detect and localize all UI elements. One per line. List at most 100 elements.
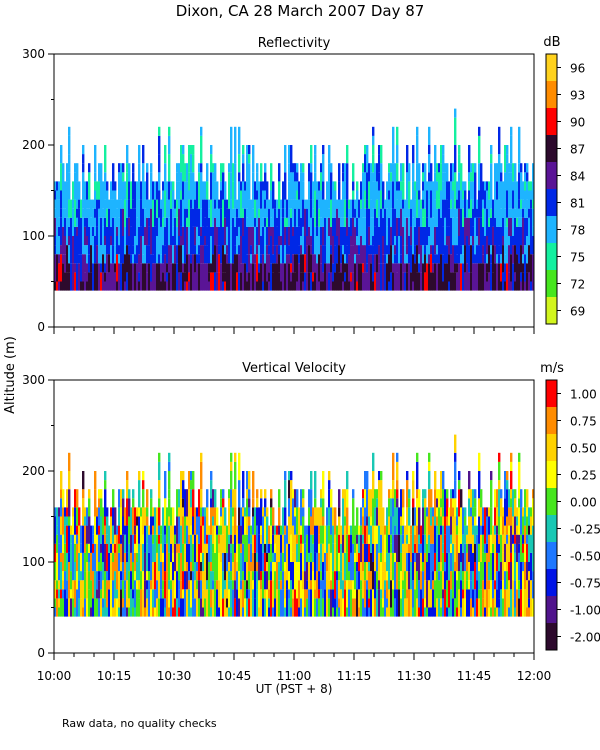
vel-cell bbox=[244, 580, 247, 599]
refl-cell bbox=[192, 172, 195, 200]
refl-cell bbox=[398, 190, 401, 218]
vel-cell bbox=[170, 507, 173, 526]
vel-cell bbox=[116, 525, 119, 535]
vel-cell bbox=[392, 516, 395, 535]
vel-cell bbox=[500, 562, 503, 581]
vel-cell bbox=[354, 598, 357, 617]
refl-cell bbox=[522, 263, 525, 273]
refl-cell bbox=[162, 190, 165, 218]
vel-cell bbox=[370, 525, 373, 553]
refl-cell bbox=[314, 154, 317, 173]
refl-cell bbox=[172, 217, 175, 227]
vel-cell bbox=[508, 525, 511, 535]
vel-cell bbox=[358, 552, 361, 562]
vel-cell bbox=[100, 543, 103, 553]
vel-cell bbox=[460, 562, 463, 581]
vel-cell bbox=[222, 571, 225, 599]
refl-cell bbox=[290, 217, 293, 236]
refl-cell bbox=[460, 236, 463, 246]
refl-cell bbox=[82, 281, 85, 291]
vel-cell bbox=[358, 534, 361, 553]
refl-cell bbox=[288, 181, 291, 200]
refl-cell bbox=[494, 217, 497, 246]
vel-cell bbox=[480, 525, 483, 535]
refl-cell bbox=[498, 245, 501, 255]
vel-cell bbox=[364, 471, 367, 490]
refl-cell bbox=[454, 108, 457, 118]
vel-cell bbox=[382, 507, 385, 517]
refl-cell bbox=[196, 190, 199, 209]
refl-cell bbox=[266, 217, 269, 227]
refl-cell bbox=[308, 199, 311, 227]
x-axis-label: UT (PST + 8) bbox=[256, 682, 333, 696]
vel-cell bbox=[508, 489, 511, 508]
refl-cell bbox=[204, 199, 207, 218]
vel-cell bbox=[56, 589, 59, 599]
refl-cell bbox=[218, 254, 221, 273]
refl-cell bbox=[242, 145, 245, 155]
vel-cell bbox=[122, 607, 125, 617]
refl-cell bbox=[394, 236, 397, 246]
refl-cell bbox=[170, 263, 173, 291]
vel-cell bbox=[120, 507, 123, 535]
refl-cell bbox=[382, 254, 385, 264]
refl-cell bbox=[414, 190, 417, 200]
vel-cell bbox=[338, 516, 341, 535]
refl-cell bbox=[234, 236, 237, 246]
refl-cell bbox=[150, 208, 153, 236]
refl-cell bbox=[362, 163, 365, 173]
vel-cell bbox=[394, 562, 397, 590]
vel-cell bbox=[474, 543, 477, 562]
vel-cell bbox=[396, 489, 399, 499]
refl-cell bbox=[82, 217, 85, 246]
refl-cell bbox=[452, 217, 455, 246]
refl-cell bbox=[206, 163, 209, 182]
refl-cell bbox=[182, 245, 185, 264]
refl-cell bbox=[172, 263, 175, 291]
refl-cell bbox=[176, 226, 179, 246]
vel-cell bbox=[478, 598, 481, 617]
refl-cell bbox=[358, 245, 361, 255]
refl-cell bbox=[416, 135, 419, 164]
vel-cell bbox=[486, 580, 489, 590]
refl-cell bbox=[364, 154, 367, 173]
refl-cell bbox=[288, 145, 291, 164]
refl-cell bbox=[284, 199, 287, 209]
vel-cell bbox=[402, 489, 405, 508]
refl-cell bbox=[222, 226, 225, 246]
refl-cell bbox=[232, 263, 235, 291]
vel-cell bbox=[488, 516, 491, 535]
vel-cell bbox=[252, 507, 255, 517]
vel-cell bbox=[446, 607, 449, 617]
refl-cell bbox=[470, 217, 473, 236]
vel-cell bbox=[494, 525, 497, 535]
vel-cell bbox=[312, 571, 315, 599]
vel-cell bbox=[66, 507, 69, 517]
vel-cell bbox=[418, 607, 421, 617]
refl-cell bbox=[222, 199, 225, 227]
refl-cell bbox=[326, 190, 329, 200]
refl-cell bbox=[436, 245, 439, 255]
refl-cell bbox=[86, 181, 89, 200]
vel-cell bbox=[484, 543, 487, 553]
refl-cell bbox=[380, 190, 383, 209]
refl-cell bbox=[532, 226, 535, 236]
vel-cell bbox=[328, 471, 331, 481]
refl-cell bbox=[246, 272, 249, 282]
vel-cell bbox=[138, 516, 141, 544]
vel-cell bbox=[122, 562, 125, 572]
vel-cell bbox=[262, 516, 265, 544]
vel-cell bbox=[120, 489, 123, 499]
refl-cell bbox=[294, 199, 297, 209]
refl-cell bbox=[276, 217, 279, 227]
refl-cell bbox=[138, 181, 141, 191]
refl-cell bbox=[486, 190, 489, 209]
vel-cell bbox=[336, 552, 339, 572]
refl-cell bbox=[104, 172, 107, 182]
vel-cell bbox=[74, 534, 77, 544]
vel-cell bbox=[102, 607, 105, 617]
refl-cell bbox=[422, 163, 425, 173]
vel-y-tick-label: 200 bbox=[22, 464, 45, 478]
refl-cell bbox=[188, 254, 191, 273]
refl-cell bbox=[366, 263, 369, 273]
